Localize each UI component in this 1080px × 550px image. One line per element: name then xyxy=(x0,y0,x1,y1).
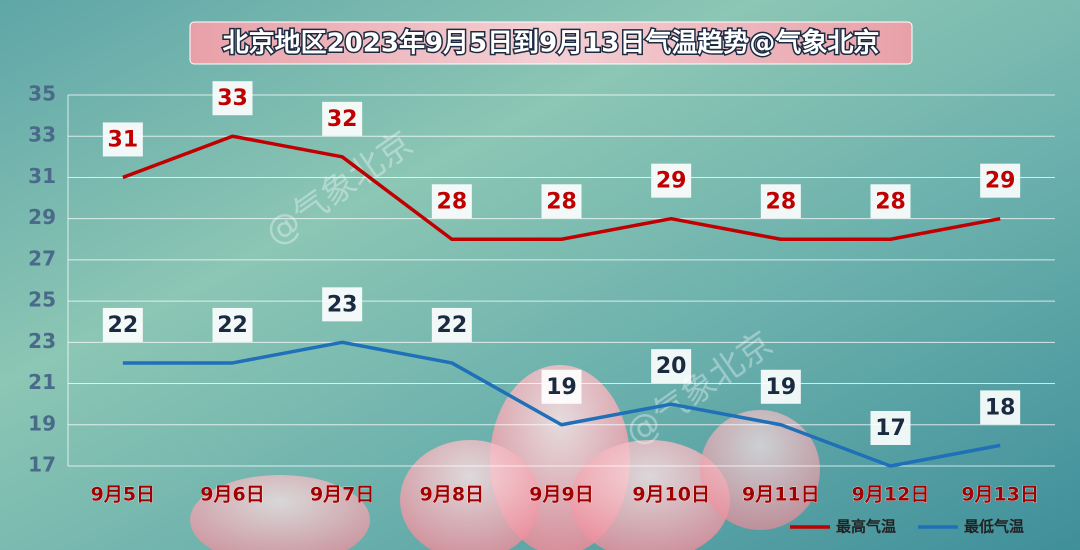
y-tick-label: 29 xyxy=(28,205,56,229)
x-tick-label: 9月12日 xyxy=(852,484,930,506)
data-label-box xyxy=(431,184,472,219)
data-label: 29 xyxy=(985,169,1016,194)
y-tick-label: 23 xyxy=(28,329,56,353)
y-tick-label: 17 xyxy=(28,453,56,477)
data-label-box xyxy=(322,101,363,136)
data-label-box xyxy=(212,307,253,342)
data-label-box xyxy=(760,369,801,404)
data-label-box xyxy=(322,287,363,322)
title-box xyxy=(189,21,913,65)
data-label: 17 xyxy=(875,416,906,441)
data-label-box xyxy=(980,163,1021,198)
y-tick-label: 31 xyxy=(28,164,56,188)
data-label-box xyxy=(431,307,472,342)
x-tick-label: 9月9日 xyxy=(529,484,593,506)
data-label-box xyxy=(870,411,911,445)
data-label-box xyxy=(212,81,253,116)
data-label: 19 xyxy=(766,375,797,400)
series-line xyxy=(122,134,1001,242)
data-label: 20 xyxy=(656,354,687,379)
y-tick-label: 21 xyxy=(28,370,56,394)
x-tick-label: 9月7日 xyxy=(310,484,374,506)
x-tick-label: 9月5日 xyxy=(91,484,155,506)
data-label: 22 xyxy=(437,313,468,338)
y-tick-label: 33 xyxy=(28,123,56,147)
data-label: 22 xyxy=(108,313,139,338)
data-label-box xyxy=(541,369,582,404)
data-label: 31 xyxy=(108,127,139,152)
decoration xyxy=(700,410,820,530)
decoration xyxy=(570,440,730,550)
data-label: 22 xyxy=(217,313,248,338)
data-label-box xyxy=(760,184,801,219)
y-tick-label: 25 xyxy=(28,288,56,312)
y-tick-label: 27 xyxy=(28,246,56,270)
x-tick-label: 9月8日 xyxy=(420,484,484,506)
legend-label: 最低气温 xyxy=(964,518,1024,536)
x-tick-label: 9月13日 xyxy=(961,484,1039,506)
data-label-box xyxy=(102,307,143,342)
data-label-box xyxy=(541,184,582,219)
series-line xyxy=(122,340,1001,468)
data-label: 28 xyxy=(875,189,906,214)
data-label: 28 xyxy=(546,189,577,214)
decoration xyxy=(400,440,540,550)
y-tick-label: 35 xyxy=(28,82,56,106)
y-tick-label: 19 xyxy=(28,411,56,435)
data-label-box xyxy=(102,122,143,157)
data-label: 32 xyxy=(327,107,358,132)
decoration xyxy=(190,475,370,550)
x-tick-label: 9月11日 xyxy=(742,484,820,506)
data-label-box xyxy=(651,163,692,198)
data-label: 33 xyxy=(217,86,248,111)
data-label: 28 xyxy=(766,189,797,214)
data-label-box xyxy=(980,390,1021,425)
data-label: 19 xyxy=(546,375,577,400)
chart-title: 北京地区2023年9月5日到9月13日气温趋势@气象北京 xyxy=(223,28,880,59)
data-label-box xyxy=(651,349,692,384)
x-tick-label: 9月6日 xyxy=(200,484,264,506)
data-label: 28 xyxy=(437,189,468,214)
x-tick-label: 9月10日 xyxy=(632,484,710,506)
data-label: 23 xyxy=(327,292,358,317)
legend-label: 最高气温 xyxy=(836,518,896,536)
data-label: 29 xyxy=(656,169,687,194)
data-label-box xyxy=(870,184,911,219)
data-label: 18 xyxy=(985,395,1016,420)
